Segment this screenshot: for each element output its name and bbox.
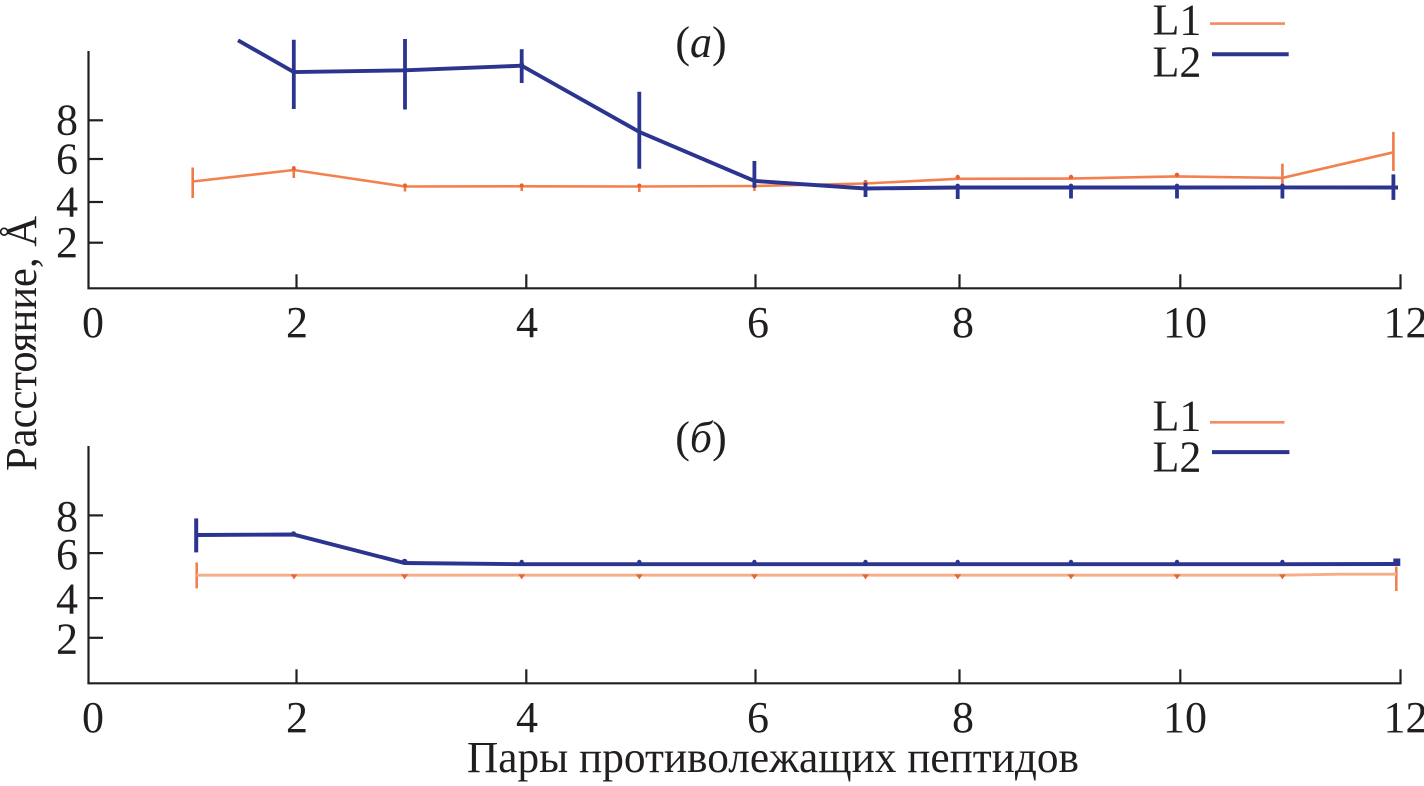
svg-text:4: 4 bbox=[516, 298, 538, 347]
svg-text:4: 4 bbox=[56, 177, 78, 226]
svg-text:8: 8 bbox=[56, 96, 78, 145]
svg-text:8: 8 bbox=[56, 492, 78, 541]
svg-text:2: 2 bbox=[286, 298, 308, 347]
svg-text:L2: L2 bbox=[1153, 37, 1202, 86]
svg-text:Расстояние, Å: Расстояние, Å bbox=[0, 216, 46, 471]
svg-text:6: 6 bbox=[56, 530, 78, 579]
svg-text:L1: L1 bbox=[1153, 0, 1202, 44]
svg-text:0: 0 bbox=[82, 298, 104, 347]
svg-text:L2: L2 bbox=[1153, 433, 1202, 482]
svg-text:4: 4 bbox=[516, 693, 538, 742]
svg-text:L1: L1 bbox=[1153, 392, 1202, 441]
svg-text:2: 2 bbox=[56, 615, 78, 664]
svg-text:10: 10 bbox=[1163, 693, 1207, 742]
svg-text:6: 6 bbox=[747, 298, 769, 347]
svg-text:12: 12 bbox=[1384, 693, 1424, 742]
svg-text:4: 4 bbox=[56, 575, 78, 624]
svg-text:(б): (б) bbox=[675, 413, 726, 462]
svg-text:8: 8 bbox=[952, 693, 974, 742]
svg-text:0: 0 bbox=[82, 693, 104, 742]
svg-text:8: 8 bbox=[952, 298, 974, 347]
svg-text:2: 2 bbox=[286, 693, 308, 742]
svg-text:Пары противолежащих пептидов: Пары противолежащих пептидов bbox=[467, 733, 1079, 782]
svg-text:(а): (а) bbox=[675, 18, 726, 67]
svg-text:6: 6 bbox=[56, 134, 78, 183]
svg-text:6: 6 bbox=[747, 693, 769, 742]
svg-text:12: 12 bbox=[1384, 298, 1424, 347]
svg-text:10: 10 bbox=[1163, 298, 1207, 347]
svg-text:2: 2 bbox=[56, 218, 78, 267]
